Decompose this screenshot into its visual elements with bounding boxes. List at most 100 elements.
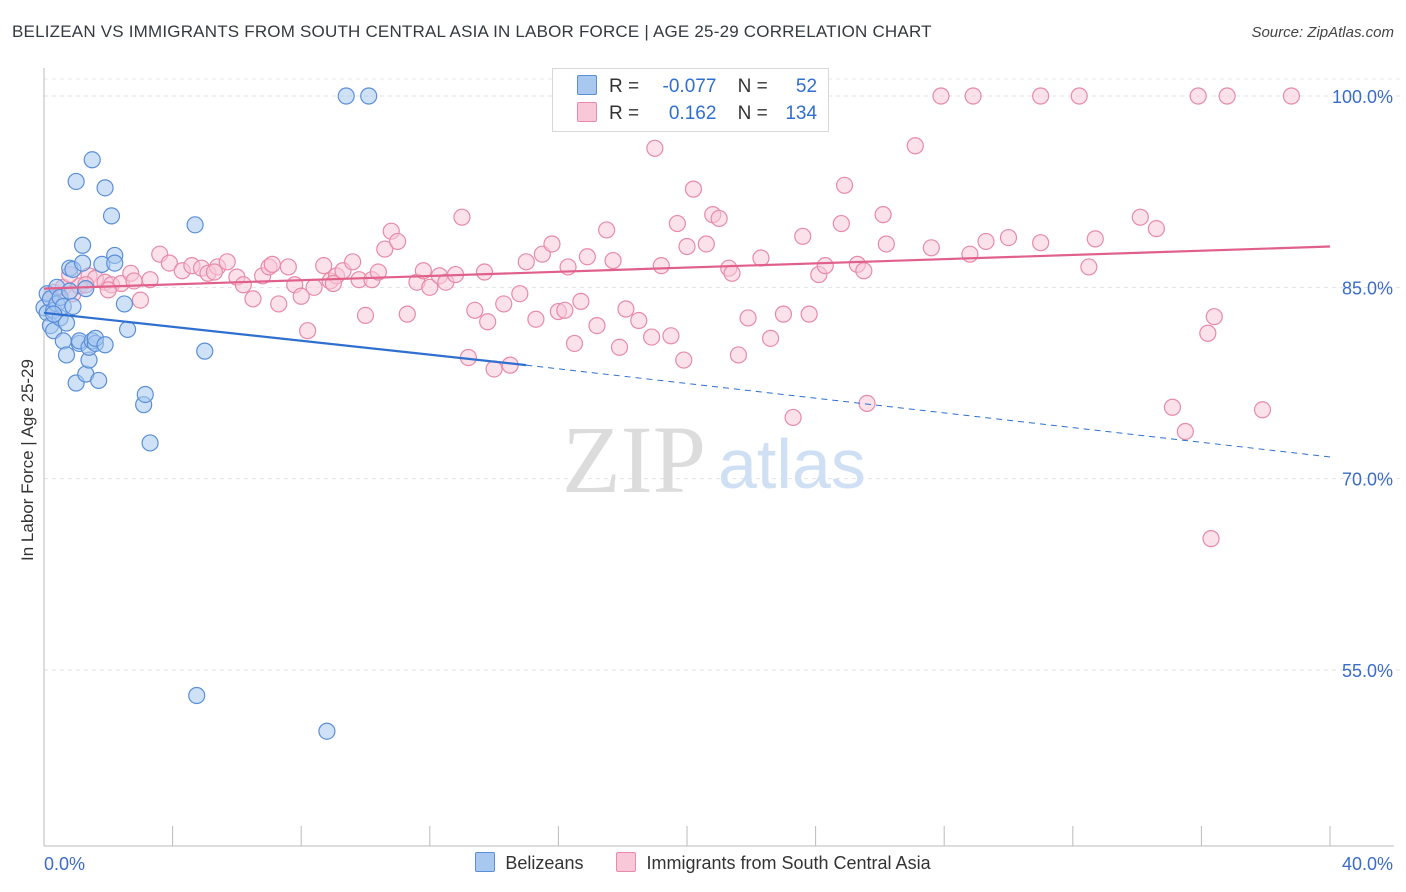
data-point-south-central-asia [517, 253, 535, 271]
data-point-south-central-asia [610, 338, 629, 356]
watermark-zip: ZIP [562, 406, 706, 513]
data-point-south-central-asia [877, 235, 895, 253]
data-point-south-central-asia [961, 245, 979, 263]
data-point-south-central-asia [874, 206, 892, 224]
data-point-south-central-asia [761, 329, 780, 347]
data-point-south-central-asia [604, 251, 622, 270]
data-point-south-central-asia [999, 228, 1018, 247]
data-point-south-central-asia [466, 301, 484, 319]
data-point-belizeans [73, 236, 92, 254]
legend-item-belizeans[interactable]: Belizeans [475, 852, 583, 874]
data-point-south-central-asia [389, 232, 407, 251]
source-credit: Source: ZipAtlas.com [1251, 24, 1394, 41]
legend-r-value: 0.162 [668, 103, 717, 124]
data-point-south-central-asia [479, 313, 497, 331]
data-point-belizeans [196, 342, 214, 360]
data-point-south-central-asia [1282, 87, 1301, 105]
data-point-south-central-asia [977, 232, 995, 251]
trend-line-belizeans-projection [526, 364, 1331, 458]
data-point-south-central-asia [376, 240, 394, 258]
legend-n-value: 52 [795, 76, 818, 97]
data-point-south-central-asia [617, 300, 635, 318]
data-point-south-central-asia [652, 257, 670, 275]
data-point-south-central-asia [1086, 230, 1104, 248]
legend-n-label: N = [737, 76, 768, 97]
y-tick-label: 85.0% [1342, 278, 1393, 298]
data-point-south-central-asia [630, 311, 648, 330]
legend-item-south-central-asia[interactable]: Immigrants from South Central Asia [616, 852, 931, 874]
data-point-south-central-asia [578, 248, 596, 266]
data-point-south-central-asia [475, 263, 494, 281]
legend-r-value: -0.077 [662, 76, 717, 97]
data-point-south-central-asia [263, 255, 281, 273]
watermark-atlas: atlas [718, 425, 866, 503]
data-point-south-central-asia [646, 139, 664, 157]
data-point-belizeans [90, 371, 108, 390]
data-point-belizeans [360, 87, 378, 105]
data-point-south-central-asia [141, 271, 159, 289]
data-point-belizeans [318, 722, 336, 740]
data-point-south-central-asia [279, 258, 297, 276]
tick-labels: 55.0% 70.0% 85.0% 100.0% 0.0% 40.0% [44, 87, 1393, 874]
legend-swatch-blue [577, 75, 597, 95]
data-point-belizeans [186, 216, 204, 234]
data-point-south-central-asia [855, 262, 873, 280]
data-point-south-central-asia [835, 176, 854, 194]
stats-legend: R = -0.077 N = 52 R = 0.162 N = 134 [552, 68, 829, 132]
watermark: ZIP atlas [562, 406, 866, 513]
data-point-south-central-asia [1080, 258, 1098, 276]
data-point-south-central-asia [906, 137, 924, 155]
data-point-south-central-asia [99, 281, 117, 299]
data-point-south-central-asia [501, 356, 519, 374]
legend-r-label: R = [609, 103, 640, 124]
data-point-belizeans [337, 87, 355, 105]
data-point-south-central-asia [356, 306, 375, 324]
data-point-south-central-asia [527, 310, 545, 328]
data-point-south-central-asia [922, 239, 940, 257]
data-point-belizeans [96, 336, 114, 354]
trend-line-south-central-asia [43, 245, 1331, 290]
legend-swatch-pink [616, 852, 637, 872]
data-point-south-central-asia [800, 305, 818, 323]
data-point-south-central-asia [1189, 87, 1207, 105]
data-point-south-central-asia [205, 263, 223, 281]
data-point-south-central-asia [697, 235, 715, 253]
data-point-south-central-asia [218, 253, 236, 271]
data-point-south-central-asia [1070, 87, 1088, 105]
legend-r-label: R = [609, 76, 640, 97]
data-point-belizeans [118, 320, 137, 339]
data-point-belizeans [96, 179, 114, 197]
data-point-south-central-asia [1032, 87, 1050, 105]
data-point-belizeans [136, 385, 154, 404]
series-legend: Belizeans Immigrants from South Central … [0, 852, 1406, 874]
data-point-south-central-asia [739, 309, 757, 327]
data-point-south-central-asia [1176, 422, 1194, 441]
data-point-south-central-asia [299, 322, 317, 340]
data-point-south-central-asia [160, 254, 178, 272]
gridlines [44, 78, 1400, 671]
chart-title: BELIZEAN VS IMMIGRANTS FROM SOUTH CENTRA… [12, 22, 932, 41]
data-point-south-central-asia [675, 351, 693, 369]
data-point-belizeans [73, 254, 92, 272]
y-tick-label: 100.0% [1332, 87, 1393, 107]
data-point-south-central-asia [1205, 308, 1223, 326]
data-point-south-central-asia [344, 253, 362, 271]
legend-swatch-pink [577, 102, 597, 122]
trend-lines [43, 245, 1331, 458]
data-point-belizeans [188, 686, 206, 705]
data-point-south-central-asia [453, 208, 471, 226]
legend-swatch-blue [475, 852, 496, 872]
data-point-south-central-asia [398, 305, 416, 323]
data-point-south-central-asia [964, 87, 982, 105]
data-point-south-central-asia [414, 262, 432, 280]
data-point-south-central-asia [752, 249, 770, 267]
data-point-south-central-asia [668, 214, 686, 233]
data-point-south-central-asia [832, 214, 850, 233]
y-tick-label: 70.0% [1342, 470, 1393, 490]
axes [43, 68, 1394, 847]
data-point-belizeans [83, 151, 101, 169]
data-point-south-central-asia [729, 346, 748, 364]
data-point-south-central-asia [598, 221, 616, 239]
data-point-south-central-asia [131, 291, 150, 309]
